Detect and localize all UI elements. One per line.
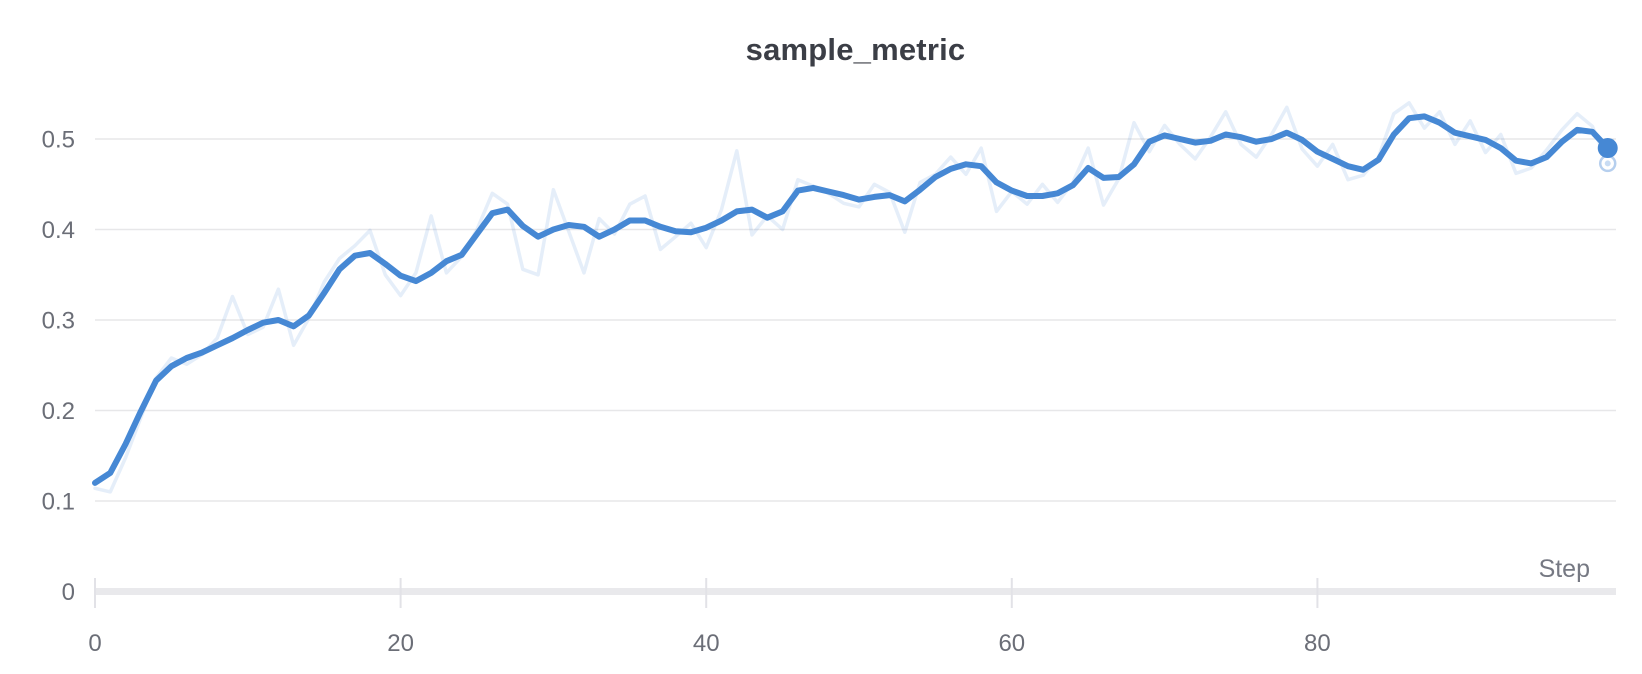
chart-title: sample_metric <box>745 32 966 67</box>
smoothed-metric-line <box>92 113 1611 486</box>
x-tick-label: 60 <box>998 630 1025 657</box>
smoothed-end-dot-marker <box>1597 138 1618 159</box>
y-tick-label: 0 <box>62 579 75 606</box>
raw-metric-line <box>93 101 1610 494</box>
x-tick-label: 20 <box>387 630 414 657</box>
y-tick-labels: 0 0.1 0.2 0.3 0.4 0.5 <box>42 127 75 607</box>
line-end-markers <box>1597 138 1618 173</box>
gridlines <box>95 138 1616 502</box>
x-tick-label: 80 <box>1304 630 1331 657</box>
y-tick-label: 0.1 <box>42 489 75 516</box>
x-axis <box>94 578 1616 608</box>
raw-end-ring-inner-dot <box>1604 160 1611 167</box>
x-tick-label: 40 <box>693 630 720 657</box>
x-tick-labels: 0 20 40 60 80 <box>88 630 1330 657</box>
x-axis-title: Step <box>1539 555 1590 583</box>
y-tick-label: 0.4 <box>42 217 75 244</box>
y-tick-label: 0.5 <box>42 127 75 154</box>
x-axis-bar <box>95 588 1616 595</box>
x-tick-label: 0 <box>88 630 101 657</box>
y-tick-label: 0.3 <box>42 308 75 335</box>
y-tick-label: 0.2 <box>42 398 75 425</box>
